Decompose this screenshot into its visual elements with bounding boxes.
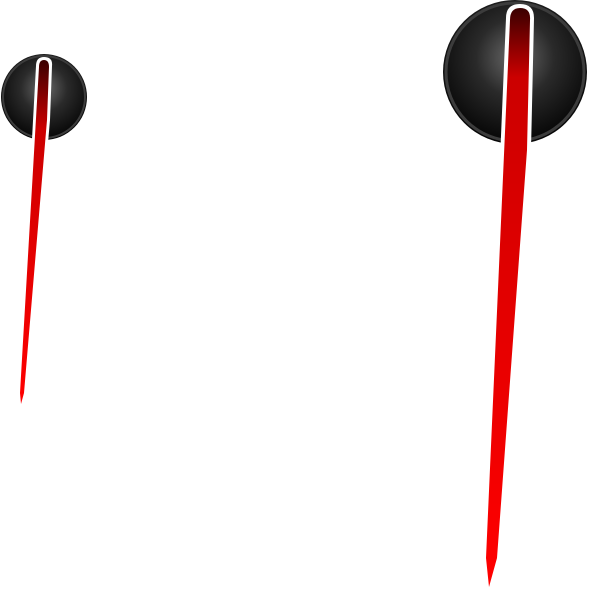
large-gauge-needle bbox=[443, 0, 587, 589]
small-gauge-needle bbox=[1, 54, 87, 405]
